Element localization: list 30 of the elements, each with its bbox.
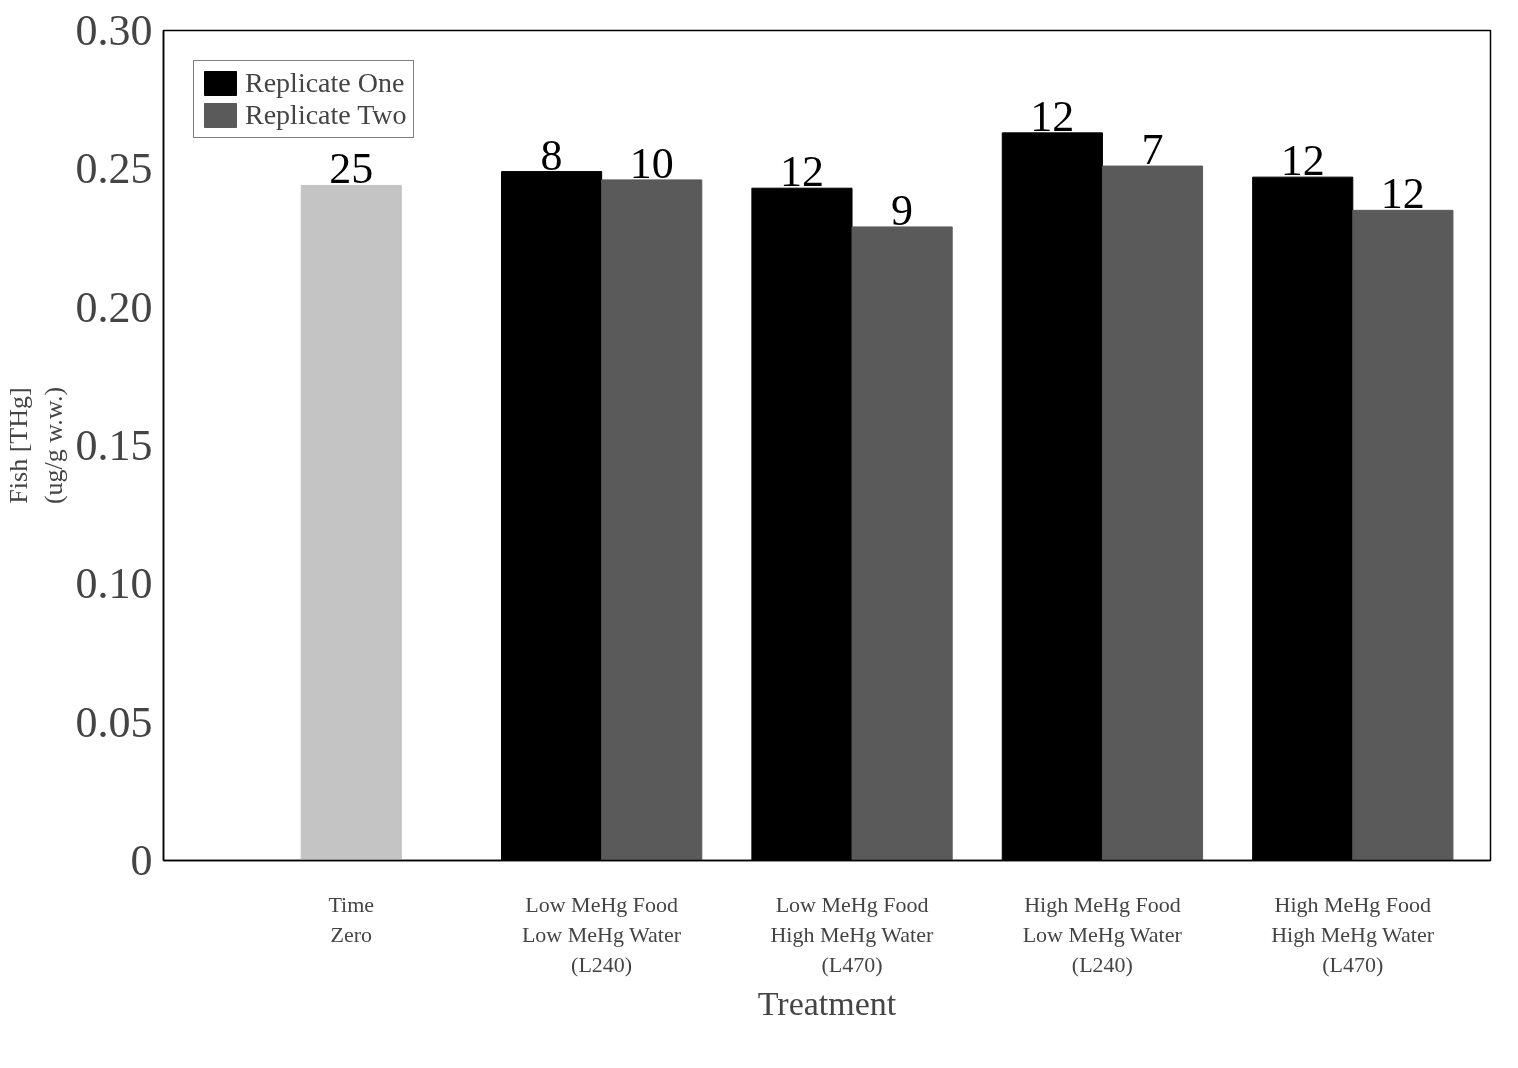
y-tick-label: 0.15: [75, 421, 153, 470]
y-axis-title: Fish [THg] (ug/g w.w.): [3, 386, 68, 505]
annotation: 8: [540, 130, 563, 180]
annotation: 12: [779, 147, 824, 197]
bar: [300, 184, 402, 861]
annotation: 12: [1380, 169, 1425, 219]
x-axis-title: Treatment: [757, 984, 897, 1022]
annotation: 25: [329, 144, 374, 194]
x-tick-label: High MeHg Food High MeHg Water (L470): [1271, 891, 1435, 977]
annotation: 10: [629, 138, 674, 188]
bar: [1101, 165, 1204, 861]
x-tick-label: Low MeHg Food Low MeHg Water (L240): [521, 891, 682, 977]
bar: [1352, 209, 1454, 861]
y-tick-label: 0.20: [75, 282, 153, 332]
x-tick-label: Low MeHg Food High MeHg Water (L470): [770, 891, 934, 977]
y-tick-label: 0: [130, 836, 153, 885]
annotation: 12: [1030, 91, 1075, 141]
annotation: 12: [1280, 136, 1325, 186]
bar: [601, 179, 703, 861]
legend-label: Replicate Two: [245, 99, 407, 131]
y-tick-label: 0.10: [75, 559, 153, 609]
x-tick-label: High MeHg Food Low MeHg Water (L240): [1022, 891, 1183, 977]
y-tick-label: 0.30: [75, 6, 153, 55]
legend-label: Replicate One: [245, 67, 405, 99]
y-tick-label: 0.05: [75, 697, 153, 747]
y-tick-label: 0.25: [75, 144, 153, 194]
annotation: 9: [891, 185, 914, 235]
annotation: 7: [1141, 125, 1164, 175]
x-tick-label: Time Zero: [328, 891, 375, 947]
bar: [851, 226, 953, 861]
